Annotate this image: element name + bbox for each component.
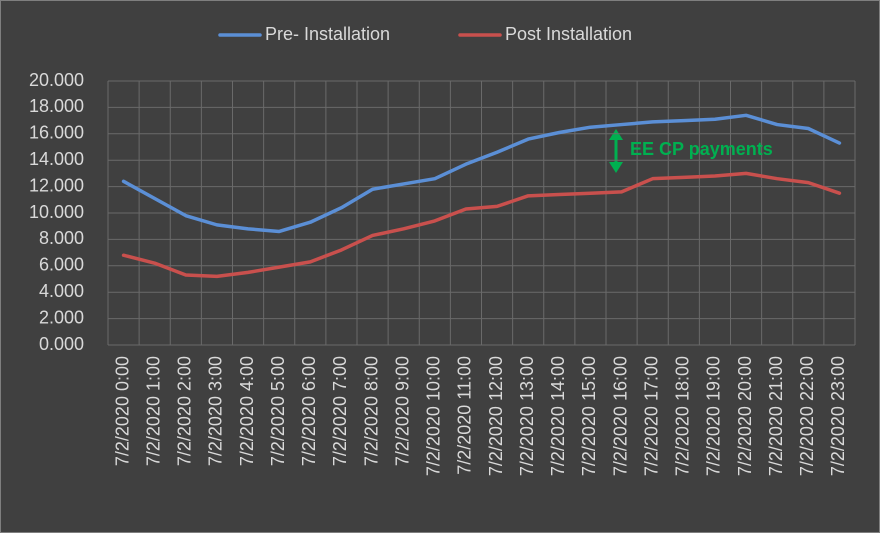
x-tick-label: 7/2/2020 6:00 [299,356,319,466]
x-tick-label: 7/2/2020 23:00 [828,356,848,476]
x-tick-label: 7/2/2020 4:00 [237,356,257,466]
annotation: EE CP payments [630,139,773,159]
x-tick-label: 7/2/2020 21:00 [766,356,786,476]
y-tick-label: 14.000 [29,149,84,169]
y-tick-label: 20.000 [29,70,84,90]
x-tick-label: 7/2/2020 5:00 [268,356,288,466]
y-tick-label: 10.000 [29,202,84,222]
x-tick-label: 7/2/2020 11:00 [455,356,475,475]
line-series [121,171,842,279]
x-tick-label: 7/2/2020 9:00 [392,356,412,466]
legend-label: Pre- Installation [265,24,390,44]
x-tick-label: 7/2/2020 12:00 [486,356,506,476]
x-tick-label: 7/2/2020 10:00 [424,356,444,476]
y-tick-label: 12.000 [29,175,84,195]
y-tick-label: 18.000 [29,96,84,116]
x-tick-label: 7/2/2020 17:00 [641,356,661,476]
x-tick-label: 7/2/2020 3:00 [206,356,226,466]
x-tick-label: 7/2/2020 18:00 [673,356,693,476]
x-tick-label: 7/2/2020 7:00 [330,356,350,466]
x-tick-label: 7/2/2020 14:00 [548,356,568,476]
y-tick-label: 8.000 [39,228,84,248]
y-tick-label: 0.000 [39,334,84,354]
y-tick-label: 4.000 [39,281,84,301]
x-tick-label: 7/2/2020 22:00 [797,356,817,476]
x-tick-label: 7/2/2020 20:00 [735,356,755,476]
x-tick-label: 7/2/2020 0:00 [112,356,132,466]
line-series [121,113,842,234]
y-tick-label: 6.000 [39,255,84,275]
annotation-arrow [609,129,623,173]
x-tick-label: 7/2/2020 19:00 [704,356,724,476]
x-tick-label: 7/2/2020 8:00 [361,356,381,466]
legend-label: Post Installation [505,24,632,44]
x-tick-label: 7/2/2020 1:00 [143,356,163,466]
y-tick-label: 2.000 [39,307,84,327]
x-tick-label: 7/2/2020 13:00 [517,356,537,476]
x-tick-label: 7/2/2020 2:00 [175,356,195,466]
x-tick-label: 7/2/2020 15:00 [579,356,599,476]
x-tick-label: 7/2/2020 16:00 [610,356,630,476]
y-tick-label: 16.000 [29,123,84,143]
